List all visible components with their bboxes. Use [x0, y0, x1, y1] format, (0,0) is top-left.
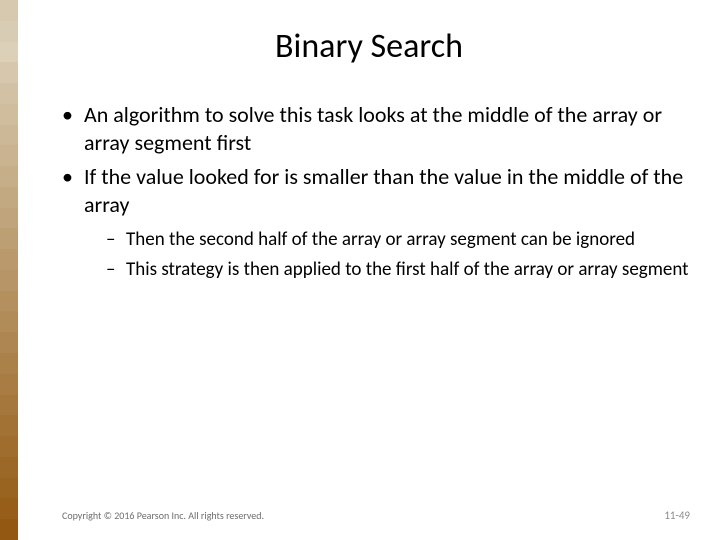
bullet-list: An algorithm to solve this task looks at… — [46, 101, 692, 283]
sub-bullet-list: Then the second half of the array or arr… — [84, 228, 692, 283]
copyright-text: Copyright © 2016 Pearson Inc. All rights… — [62, 509, 264, 522]
sub-bullet-text: This strategy is then applied to the fir… — [126, 258, 689, 281]
stripe-band — [0, 374, 18, 395]
page-number: 11-49 — [664, 509, 690, 522]
sub-bullet-item: Then the second half of the array or arr… — [106, 228, 692, 253]
stripe-band — [0, 498, 18, 519]
stripe-band — [0, 353, 18, 374]
slide-body: Binary Search An algorithm to solve this… — [18, 0, 720, 540]
bullet-item: If the value looked for is smaller than … — [62, 163, 692, 283]
stripe-band — [0, 332, 18, 353]
stripe-band — [0, 395, 18, 416]
bullet-text: If the value looked for is smaller than … — [84, 163, 683, 218]
slide-footer: Copyright © 2016 Pearson Inc. All rights… — [62, 509, 690, 522]
stripe-band — [0, 457, 18, 478]
bullet-text: An algorithm to solve this task looks at… — [84, 101, 662, 156]
stripe-band — [0, 249, 18, 270]
stripe-band — [0, 270, 18, 291]
stripe-band — [0, 415, 18, 436]
decorative-left-stripe — [0, 0, 18, 540]
stripe-band — [0, 145, 18, 166]
stripe-band — [0, 125, 18, 146]
stripe-band — [0, 62, 18, 83]
slide-title: Binary Search — [46, 26, 692, 67]
stripe-band — [0, 21, 18, 42]
stripe-band — [0, 311, 18, 332]
stripe-band — [0, 228, 18, 249]
stripe-band — [0, 208, 18, 229]
sub-bullet-text: Then the second half of the array or arr… — [126, 228, 635, 251]
stripe-band — [0, 42, 18, 63]
stripe-band — [0, 291, 18, 312]
sub-bullet-item: This strategy is then applied to the fir… — [106, 258, 692, 283]
stripe-band — [0, 0, 18, 21]
stripe-band — [0, 436, 18, 457]
stripe-band — [0, 104, 18, 125]
stripe-band — [0, 166, 18, 187]
bullet-item: An algorithm to solve this task looks at… — [62, 101, 692, 157]
stripe-band — [0, 83, 18, 104]
stripe-band — [0, 519, 18, 540]
stripe-band — [0, 187, 18, 208]
stripe-band — [0, 478, 18, 499]
